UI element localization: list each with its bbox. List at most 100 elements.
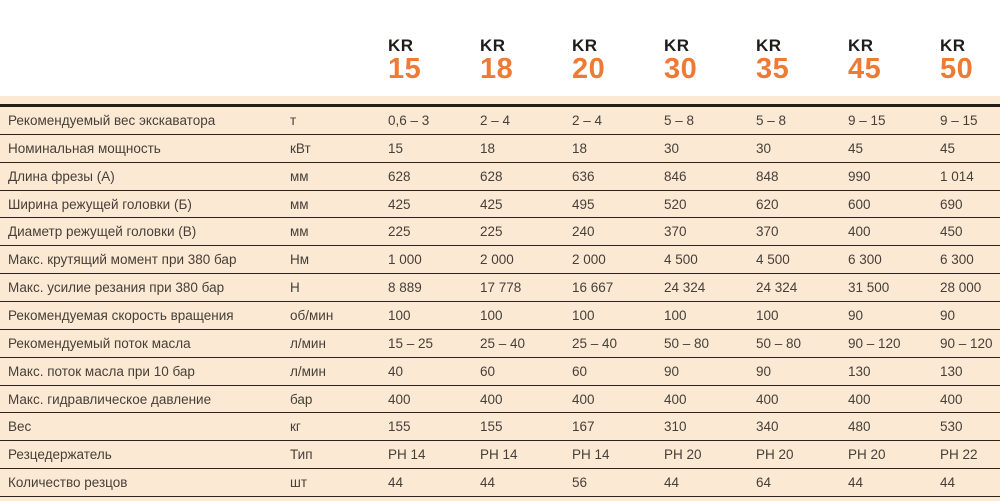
row-value: 45 [940, 140, 956, 156]
row-value: 30 [756, 140, 772, 156]
model-number-label: 15 [388, 53, 422, 85]
row-value: 90 [664, 363, 680, 379]
row-value: PH 20 [848, 447, 886, 463]
row-unit: Нм [290, 252, 310, 268]
row-value: 9 – 15 [848, 112, 886, 128]
row-value: 400 [848, 224, 871, 240]
row-value: 340 [756, 419, 779, 435]
table-row: Рекомендуемая скорость вращения об/мин 100… [0, 302, 1000, 330]
table-row: Резцедержатель Тип PH 14 PH 14 PH 14 PH 20 PH … [0, 441, 1000, 470]
row-value: 44 [848, 475, 864, 491]
row-value: 450 [940, 224, 963, 240]
table-row: Макс. гидравлическое давление бар 400 400 40… [0, 386, 1000, 414]
model-number-label: 20 [572, 53, 606, 85]
row-unit: мм [290, 168, 309, 184]
row-value: 8 889 [388, 280, 422, 296]
row-value: 40 [388, 363, 404, 379]
row-label: Рекомендуемый поток масла [8, 335, 191, 351]
row-value: 44 [940, 475, 956, 491]
row-value: 45 [848, 140, 864, 156]
model-series-label: KR [480, 36, 506, 55]
model-header-kr45: KR 45 [840, 37, 932, 95]
row-value: 225 [480, 224, 503, 240]
row-value: PH 14 [480, 447, 518, 463]
row-value: 28 000 [940, 280, 982, 296]
row-value: 18 [572, 140, 588, 156]
row-unit: Тип [290, 447, 313, 463]
row-value: 56 [572, 475, 588, 491]
row-value: 628 [388, 168, 411, 184]
row-label: Диаметр режущей головки (В) [8, 224, 197, 240]
row-value: 90 – 120 [940, 335, 993, 351]
row-value: 9 – 15 [940, 112, 978, 128]
row-value: 310 [664, 419, 687, 435]
row-value: 400 [388, 391, 411, 407]
table-row: Рекомендуемый вес экскаватора т 0,6 – 3 2 –… [0, 107, 1000, 135]
row-value: 2 – 4 [572, 112, 603, 128]
row-value: 846 [664, 168, 687, 184]
row-value: 620 [756, 196, 779, 212]
row-value: 848 [756, 168, 779, 184]
row-value: 130 [940, 363, 963, 379]
table-row: Макс. крутящий момент при 380 бар Нм 1 000… [0, 246, 1000, 275]
row-value: 5 – 8 [664, 112, 695, 128]
row-unit: л/мин [290, 363, 326, 379]
row-unit: Н [290, 280, 300, 296]
row-unit: бар [290, 391, 313, 407]
row-value: PH 14 [572, 447, 610, 463]
row-value: 425 [480, 196, 503, 212]
table-row: Длина фрезы (А) мм 628 628 636 846 848 990 1 014 [0, 163, 1000, 191]
row-value: 60 [480, 363, 496, 379]
row-value: 495 [572, 196, 595, 212]
header-spacer [0, 37, 282, 95]
row-value: PH 20 [756, 447, 794, 463]
row-value: 1 014 [940, 168, 974, 184]
row-value: 400 [848, 391, 871, 407]
row-value: 24 324 [664, 280, 706, 296]
row-label: Макс. усилие резания при 380 бар [8, 280, 225, 296]
model-series-label: KR [756, 36, 782, 55]
row-label: Ширина режущей головки (Б) [8, 196, 192, 212]
model-header-row: KR 15 KR 18 KR 20 KR 30 KR 35 KR 45 KR 50 [0, 37, 1000, 95]
row-unit: мм [290, 196, 309, 212]
row-value: 17 778 [480, 280, 522, 296]
table-background-panel [0, 96, 1000, 501]
row-value: 990 [848, 168, 871, 184]
row-value: 167 [572, 419, 595, 435]
model-number-label: 35 [756, 53, 790, 85]
row-value: 15 – 25 [388, 335, 434, 351]
row-label: Макс. поток масла при 10 бар [8, 363, 195, 379]
row-value: PH 14 [388, 447, 426, 463]
row-value: 225 [388, 224, 411, 240]
row-value: 4 500 [664, 252, 698, 268]
row-unit: шт [290, 475, 308, 491]
row-value: 24 324 [756, 280, 798, 296]
model-series-label: KR [940, 36, 966, 55]
row-value: 90 [940, 307, 956, 323]
row-value: 520 [664, 196, 687, 212]
table-row: Макс. усилие резания при 380 бар Н 8 889 17… [0, 274, 1000, 303]
row-value: 400 [940, 391, 963, 407]
row-unit: л/мин [290, 335, 326, 351]
row-value: 2 000 [572, 252, 606, 268]
model-header-kr15: KR 15 [380, 37, 472, 95]
row-unit: т [290, 112, 297, 128]
row-value: 636 [572, 168, 595, 184]
row-value: 2 – 4 [480, 112, 511, 128]
model-header-kr35: KR 35 [748, 37, 840, 95]
row-value: 90 [848, 307, 864, 323]
row-value: 0,6 – 3 [388, 112, 430, 128]
row-value: 370 [756, 224, 779, 240]
row-value: 31 500 [848, 280, 890, 296]
row-value: 90 – 120 [848, 335, 901, 351]
row-unit: об/мин [290, 307, 334, 323]
row-value: 30 [664, 140, 680, 156]
model-header-kr20: KR 20 [564, 37, 656, 95]
table-row: Рекомендуемый поток масла л/мин 15 – 25 25 … [0, 330, 1000, 358]
row-label: Рекомендуемая скорость вращения [8, 307, 234, 323]
row-value: 400 [664, 391, 687, 407]
row-value: 100 [388, 307, 411, 323]
row-label: Длина фрезы (А) [8, 168, 115, 184]
model-number-label: 45 [848, 53, 882, 85]
